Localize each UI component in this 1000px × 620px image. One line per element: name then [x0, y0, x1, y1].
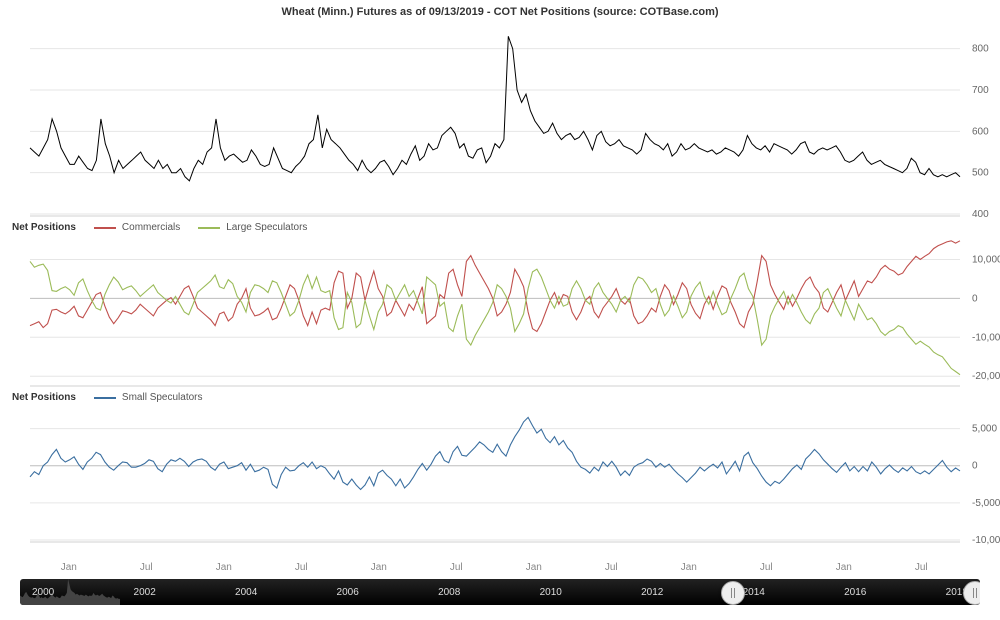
small-legend: Net Positions Small Speculators	[12, 392, 203, 403]
svg-text:400: 400	[972, 209, 989, 218]
svg-text:Jul: Jul	[605, 562, 618, 573]
svg-text:Jan: Jan	[836, 562, 852, 573]
timeline-year: 2002	[134, 587, 156, 598]
svg-text:Jan: Jan	[61, 562, 77, 573]
label-large-spec: Large Speculators	[226, 222, 307, 233]
svg-text:800: 800	[972, 44, 989, 55]
legend-small-spec: Small Speculators	[94, 392, 203, 403]
svg-text:Jan: Jan	[681, 562, 697, 573]
svg-text:-10,000: -10,000	[972, 332, 1000, 343]
netpos-legend-title: Net Positions	[12, 222, 76, 233]
price-chart: 400 500 600 700 800	[0, 18, 1000, 218]
svg-text:Jul: Jul	[140, 562, 153, 573]
timeline-year: 2000	[32, 587, 54, 598]
x-axis-months: Jan Jul Jan Jul Jan Jul Jan Jul Jan Jul Jan Jul	[0, 558, 1000, 574]
svg-text:Jan: Jan	[371, 562, 387, 573]
timeline-scrubber[interactable]: 2000200220042006200820102012201420162018	[20, 579, 980, 605]
timeline-year: 2012	[641, 587, 663, 598]
svg-text:-10,000: -10,000	[972, 535, 1000, 546]
small-panel: Net Positions Small Speculators -10,000-…	[0, 388, 1000, 558]
svg-text:10,000: 10,000	[972, 254, 1000, 265]
swatch-large-spec	[198, 227, 220, 229]
timeline-years: 2000200220042006200820102012201420162018	[20, 579, 980, 605]
netpos-panel: Net Positions Commercials Large Speculat…	[0, 218, 1000, 388]
svg-text:Jul: Jul	[450, 562, 463, 573]
swatch-small-spec	[94, 397, 116, 399]
chart-title: Wheat (Minn.) Futures as of 09/13/2019 -…	[0, 0, 1000, 18]
svg-text:Jul: Jul	[760, 562, 773, 573]
svg-text:Jul: Jul	[915, 562, 928, 573]
svg-text:-5,000: -5,000	[972, 498, 1000, 509]
svg-text:0: 0	[972, 461, 978, 472]
timeline-year: 2016	[844, 587, 866, 598]
timeline-year: 2014	[743, 587, 765, 598]
svg-text:Jan: Jan	[216, 562, 232, 573]
svg-text:5,000: 5,000	[972, 424, 997, 435]
timeline-handle-left[interactable]	[721, 581, 745, 605]
price-panel: 400 500 600 700 800	[0, 18, 1000, 218]
svg-text:0: 0	[972, 293, 978, 304]
netpos-chart: -20,000 -10,000 0 10,000	[0, 218, 1000, 388]
timeline-year: 2010	[540, 587, 562, 598]
svg-text:Jan: Jan	[526, 562, 542, 573]
legend-commercials: Commercials	[94, 222, 180, 233]
timeline-year: 2008	[438, 587, 460, 598]
svg-text:500: 500	[972, 168, 989, 179]
svg-text:700: 700	[972, 85, 989, 96]
netpos-legend: Net Positions Commercials Large Speculat…	[12, 222, 307, 233]
swatch-commercials	[94, 227, 116, 229]
label-commercials: Commercials	[122, 222, 180, 233]
timeline-year: 2006	[337, 587, 359, 598]
svg-text:Jul: Jul	[295, 562, 308, 573]
label-small-spec: Small Speculators	[122, 392, 203, 403]
small-legend-title: Net Positions	[12, 392, 76, 403]
small-chart: -10,000 -5,000 0 5,000	[0, 388, 1000, 558]
legend-large-spec: Large Speculators	[198, 222, 307, 233]
svg-text:-20,000: -20,000	[972, 371, 1000, 382]
timeline-year: 2004	[235, 587, 257, 598]
svg-text:600: 600	[972, 126, 989, 137]
